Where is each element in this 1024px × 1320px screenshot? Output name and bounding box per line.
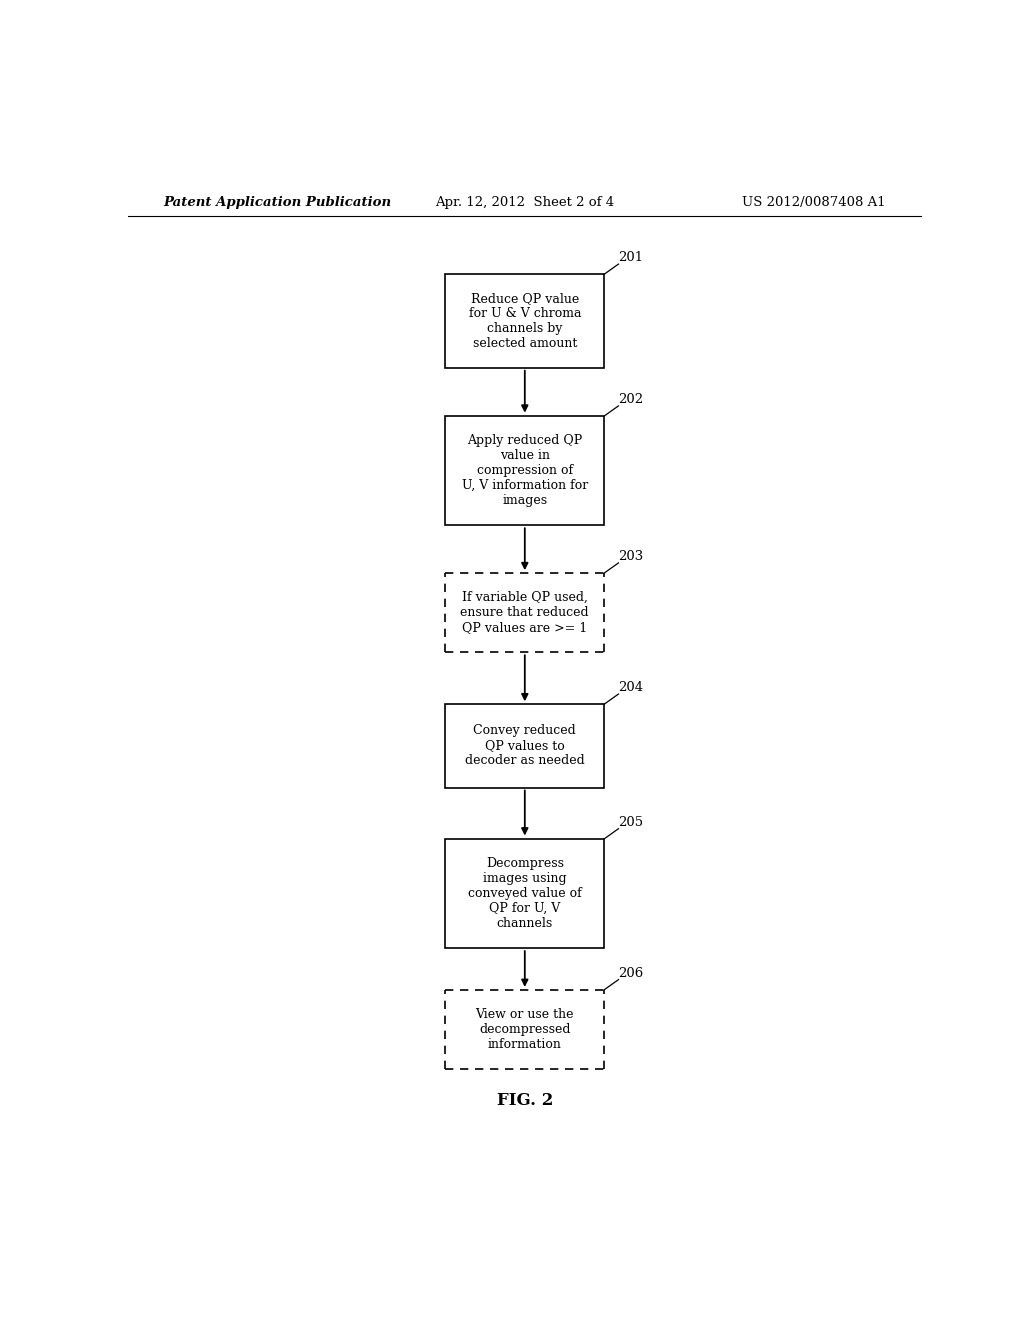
Text: Apr. 12, 2012  Sheet 2 of 4: Apr. 12, 2012 Sheet 2 of 4 xyxy=(435,195,614,209)
FancyBboxPatch shape xyxy=(445,840,604,948)
Text: 202: 202 xyxy=(618,393,643,405)
Text: Reduce QP value
for U & V chroma
channels by
selected amount: Reduce QP value for U & V chroma channel… xyxy=(469,292,581,350)
FancyBboxPatch shape xyxy=(445,275,604,368)
Text: 204: 204 xyxy=(618,681,643,694)
Text: 205: 205 xyxy=(618,816,643,829)
Text: If variable QP used,
ensure that reduced
QP values are >= 1: If variable QP used, ensure that reduced… xyxy=(461,591,589,634)
Text: 201: 201 xyxy=(618,251,643,264)
Text: View or use the
decompressed
information: View or use the decompressed information xyxy=(475,1008,574,1051)
Text: Decompress
images using
conveyed value of
QP for U, V
channels: Decompress images using conveyed value o… xyxy=(468,857,582,929)
FancyBboxPatch shape xyxy=(445,416,604,525)
Text: Apply reduced QP
value in
compression of
U, V information for
images: Apply reduced QP value in compression of… xyxy=(462,434,588,507)
FancyBboxPatch shape xyxy=(445,704,604,788)
Text: 206: 206 xyxy=(618,966,644,979)
Text: Patent Application Publication: Patent Application Publication xyxy=(164,195,392,209)
Text: FIG. 2: FIG. 2 xyxy=(497,1092,553,1109)
Text: US 2012/0087408 A1: US 2012/0087408 A1 xyxy=(742,195,886,209)
Text: 203: 203 xyxy=(618,550,644,562)
Text: Convey reduced
QP values to
decoder as needed: Convey reduced QP values to decoder as n… xyxy=(465,725,585,767)
